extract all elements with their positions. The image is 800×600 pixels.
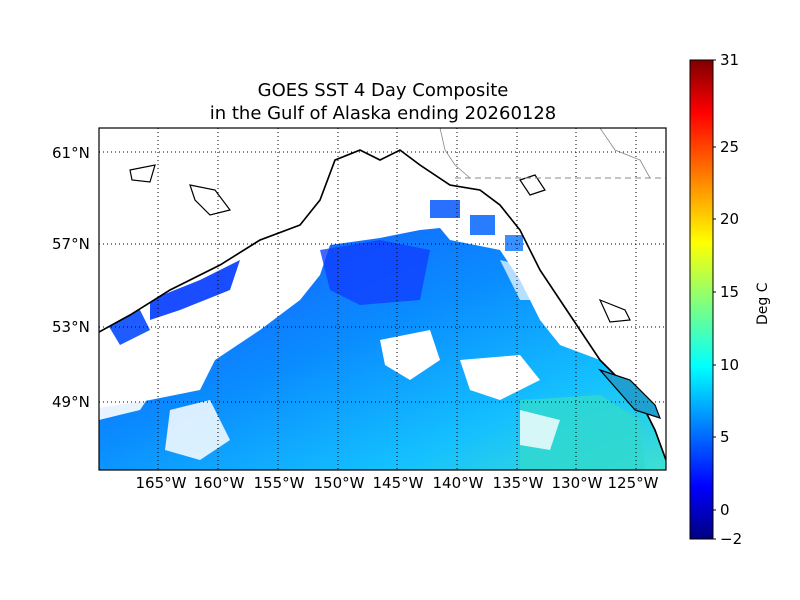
colorbar-tick-0: 0 [720, 501, 730, 519]
lon-label-150: 150°W [313, 474, 365, 492]
colorbar-tick-10: 10 [720, 356, 740, 374]
colorbar-tick-25: 25 [720, 138, 740, 156]
lon-label-145: 145°W [372, 474, 424, 492]
lon-label-160: 160°W [193, 474, 245, 492]
lon-label-135: 135°W [492, 474, 544, 492]
colorbar [689, 59, 714, 540]
lon-label-165: 165°W [135, 474, 187, 492]
graticule [99, 128, 666, 470]
colorbar-tick-31: 31 [720, 51, 740, 69]
colorbar-label: Deg C [755, 282, 771, 325]
colorbar-tick-5: 5 [720, 428, 730, 446]
colorbar-tick-20: 20 [720, 210, 740, 228]
colorbar-tick-15: 15 [720, 283, 740, 301]
lon-label-140: 140°W [432, 474, 484, 492]
lon-label-130: 130°W [551, 474, 603, 492]
lat-label-53: 53°N [52, 318, 90, 336]
lon-label-125: 125°W [607, 474, 659, 492]
lon-label-155: 155°W [253, 474, 305, 492]
map-title-line1: GOES SST 4 Day Composite [257, 80, 509, 101]
lat-label-49: 49°N [52, 393, 90, 411]
map-title-line2: in the Gulf of Alaska ending 20260128 [209, 103, 557, 124]
sst-field [99, 128, 666, 470]
lat-label-61: 61°N [52, 144, 90, 162]
lat-label-57: 57°N [52, 235, 90, 253]
colorbar-tick-minus2: −2 [720, 530, 743, 548]
map-border [98, 127, 667, 471]
